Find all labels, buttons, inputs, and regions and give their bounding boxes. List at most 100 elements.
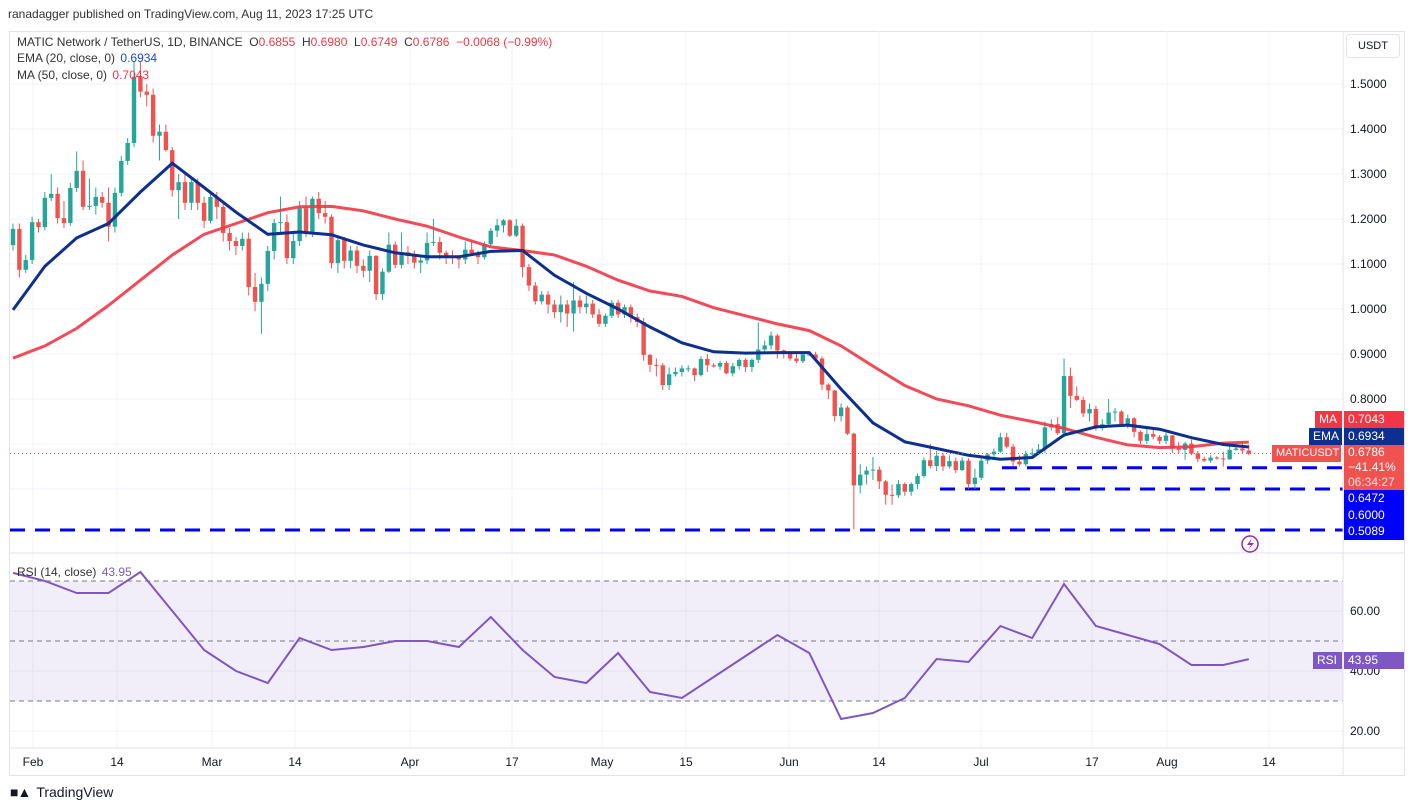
candle-body (921, 460, 927, 476)
time-tick-label: Jun (779, 755, 799, 769)
candle-body (787, 353, 793, 359)
ema-label: EMA (20, close, 0) (17, 51, 116, 65)
candle-body (1221, 458, 1226, 460)
candle-body (959, 460, 965, 471)
candle (138, 61, 143, 98)
candle (74, 151, 79, 192)
candle-body (501, 220, 506, 226)
candle-body (1151, 434, 1156, 437)
ma-legend[interactable]: MA (50, close, 0) 0.7043 (17, 68, 149, 82)
change-value: −0.0068 (−0.99%) (456, 35, 553, 49)
candle (724, 360, 729, 375)
candle-body (660, 365, 665, 386)
ma-value: 0.7043 (112, 68, 150, 82)
candle-body (482, 244, 487, 258)
candle-body (1227, 449, 1232, 460)
high-label: H (302, 35, 311, 49)
candle-body (584, 303, 589, 308)
candle-body (749, 359, 755, 368)
time-tick-label: Jul (973, 755, 989, 769)
ema-price-label: 0.6934 (1344, 428, 1404, 445)
rsi-label: RSI (14, close) (17, 565, 97, 579)
candle (329, 214, 334, 269)
candle (412, 250, 417, 269)
candle-body (826, 384, 831, 391)
candle-body (940, 455, 946, 467)
candle-body (182, 182, 188, 203)
candle (666, 367, 672, 390)
candle (533, 282, 538, 305)
candle (679, 365, 685, 377)
candle-body (679, 368, 685, 372)
price-tick-label: 1.5000 (1350, 77, 1387, 91)
candle (42, 192, 48, 231)
candle-body (393, 244, 398, 265)
candle-body (953, 461, 958, 471)
candle (93, 187, 99, 215)
candle (488, 228, 493, 246)
candle-body (322, 213, 328, 217)
candle (125, 138, 130, 165)
candle-body (437, 241, 442, 253)
candle (577, 295, 583, 314)
ema-tag: EMA (1309, 428, 1342, 445)
candle (278, 196, 283, 233)
candle (367, 250, 372, 282)
candle (1182, 441, 1188, 460)
candle-body (1144, 434, 1150, 441)
candle-body (864, 470, 869, 475)
grid (10, 31, 1343, 748)
currency-button[interactable]: USDT (1346, 34, 1400, 58)
candle (361, 259, 366, 278)
candle-body (845, 407, 850, 434)
candle (163, 124, 169, 152)
candle (979, 457, 984, 480)
candle-body (1208, 457, 1213, 461)
candle (501, 219, 506, 233)
candle (851, 432, 857, 530)
candle (1214, 456, 1220, 460)
candle (858, 464, 863, 494)
candle-body (412, 255, 417, 263)
symbol-legend: MATIC Network / TetherUS, 1D, BINANCE O0… (17, 35, 552, 49)
footer[interactable]: ■▲ TradingView (10, 784, 113, 800)
candle-body (514, 225, 519, 236)
symbol-name[interactable]: MATIC Network / TetherUS, 1D, BINANCE (17, 35, 243, 49)
candle-body (278, 222, 283, 224)
candle (717, 360, 723, 370)
candle-body (724, 363, 729, 374)
candle-body (705, 358, 710, 366)
candle (23, 255, 28, 273)
candle-body (590, 303, 595, 315)
candle-body (55, 193, 60, 219)
ema-legend[interactable]: EMA (20, close, 0) 0.6934 (17, 51, 157, 65)
candle (730, 363, 736, 377)
candle (1221, 451, 1226, 467)
candle-body (284, 222, 290, 259)
time-tick-label: 14 (872, 755, 886, 769)
candle-body (711, 365, 716, 367)
level-0.5089: 0.5089 (1348, 524, 1385, 538)
candle (259, 277, 264, 334)
candle (176, 174, 181, 219)
candle (1144, 428, 1150, 444)
candle (628, 304, 634, 323)
candle (953, 457, 958, 474)
price-tick-label: 1.4000 (1350, 122, 1387, 136)
candle-body (1170, 435, 1175, 449)
lightning-icon[interactable] (1241, 535, 1259, 553)
candle (373, 255, 379, 300)
ma-price-label: 0.7043 (1344, 411, 1404, 428)
candle-body (475, 253, 481, 258)
candle-body (647, 354, 653, 365)
rsi-legend[interactable]: RSI (14, close) 43.95 (17, 565, 132, 579)
candle-body (947, 461, 952, 467)
ma-label: MA (50, close, 0) (17, 68, 108, 82)
candle (756, 322, 761, 363)
candle (552, 300, 557, 318)
candle (399, 232, 404, 269)
candle (246, 232, 251, 296)
candle-body (131, 76, 137, 143)
candle (157, 124, 162, 161)
